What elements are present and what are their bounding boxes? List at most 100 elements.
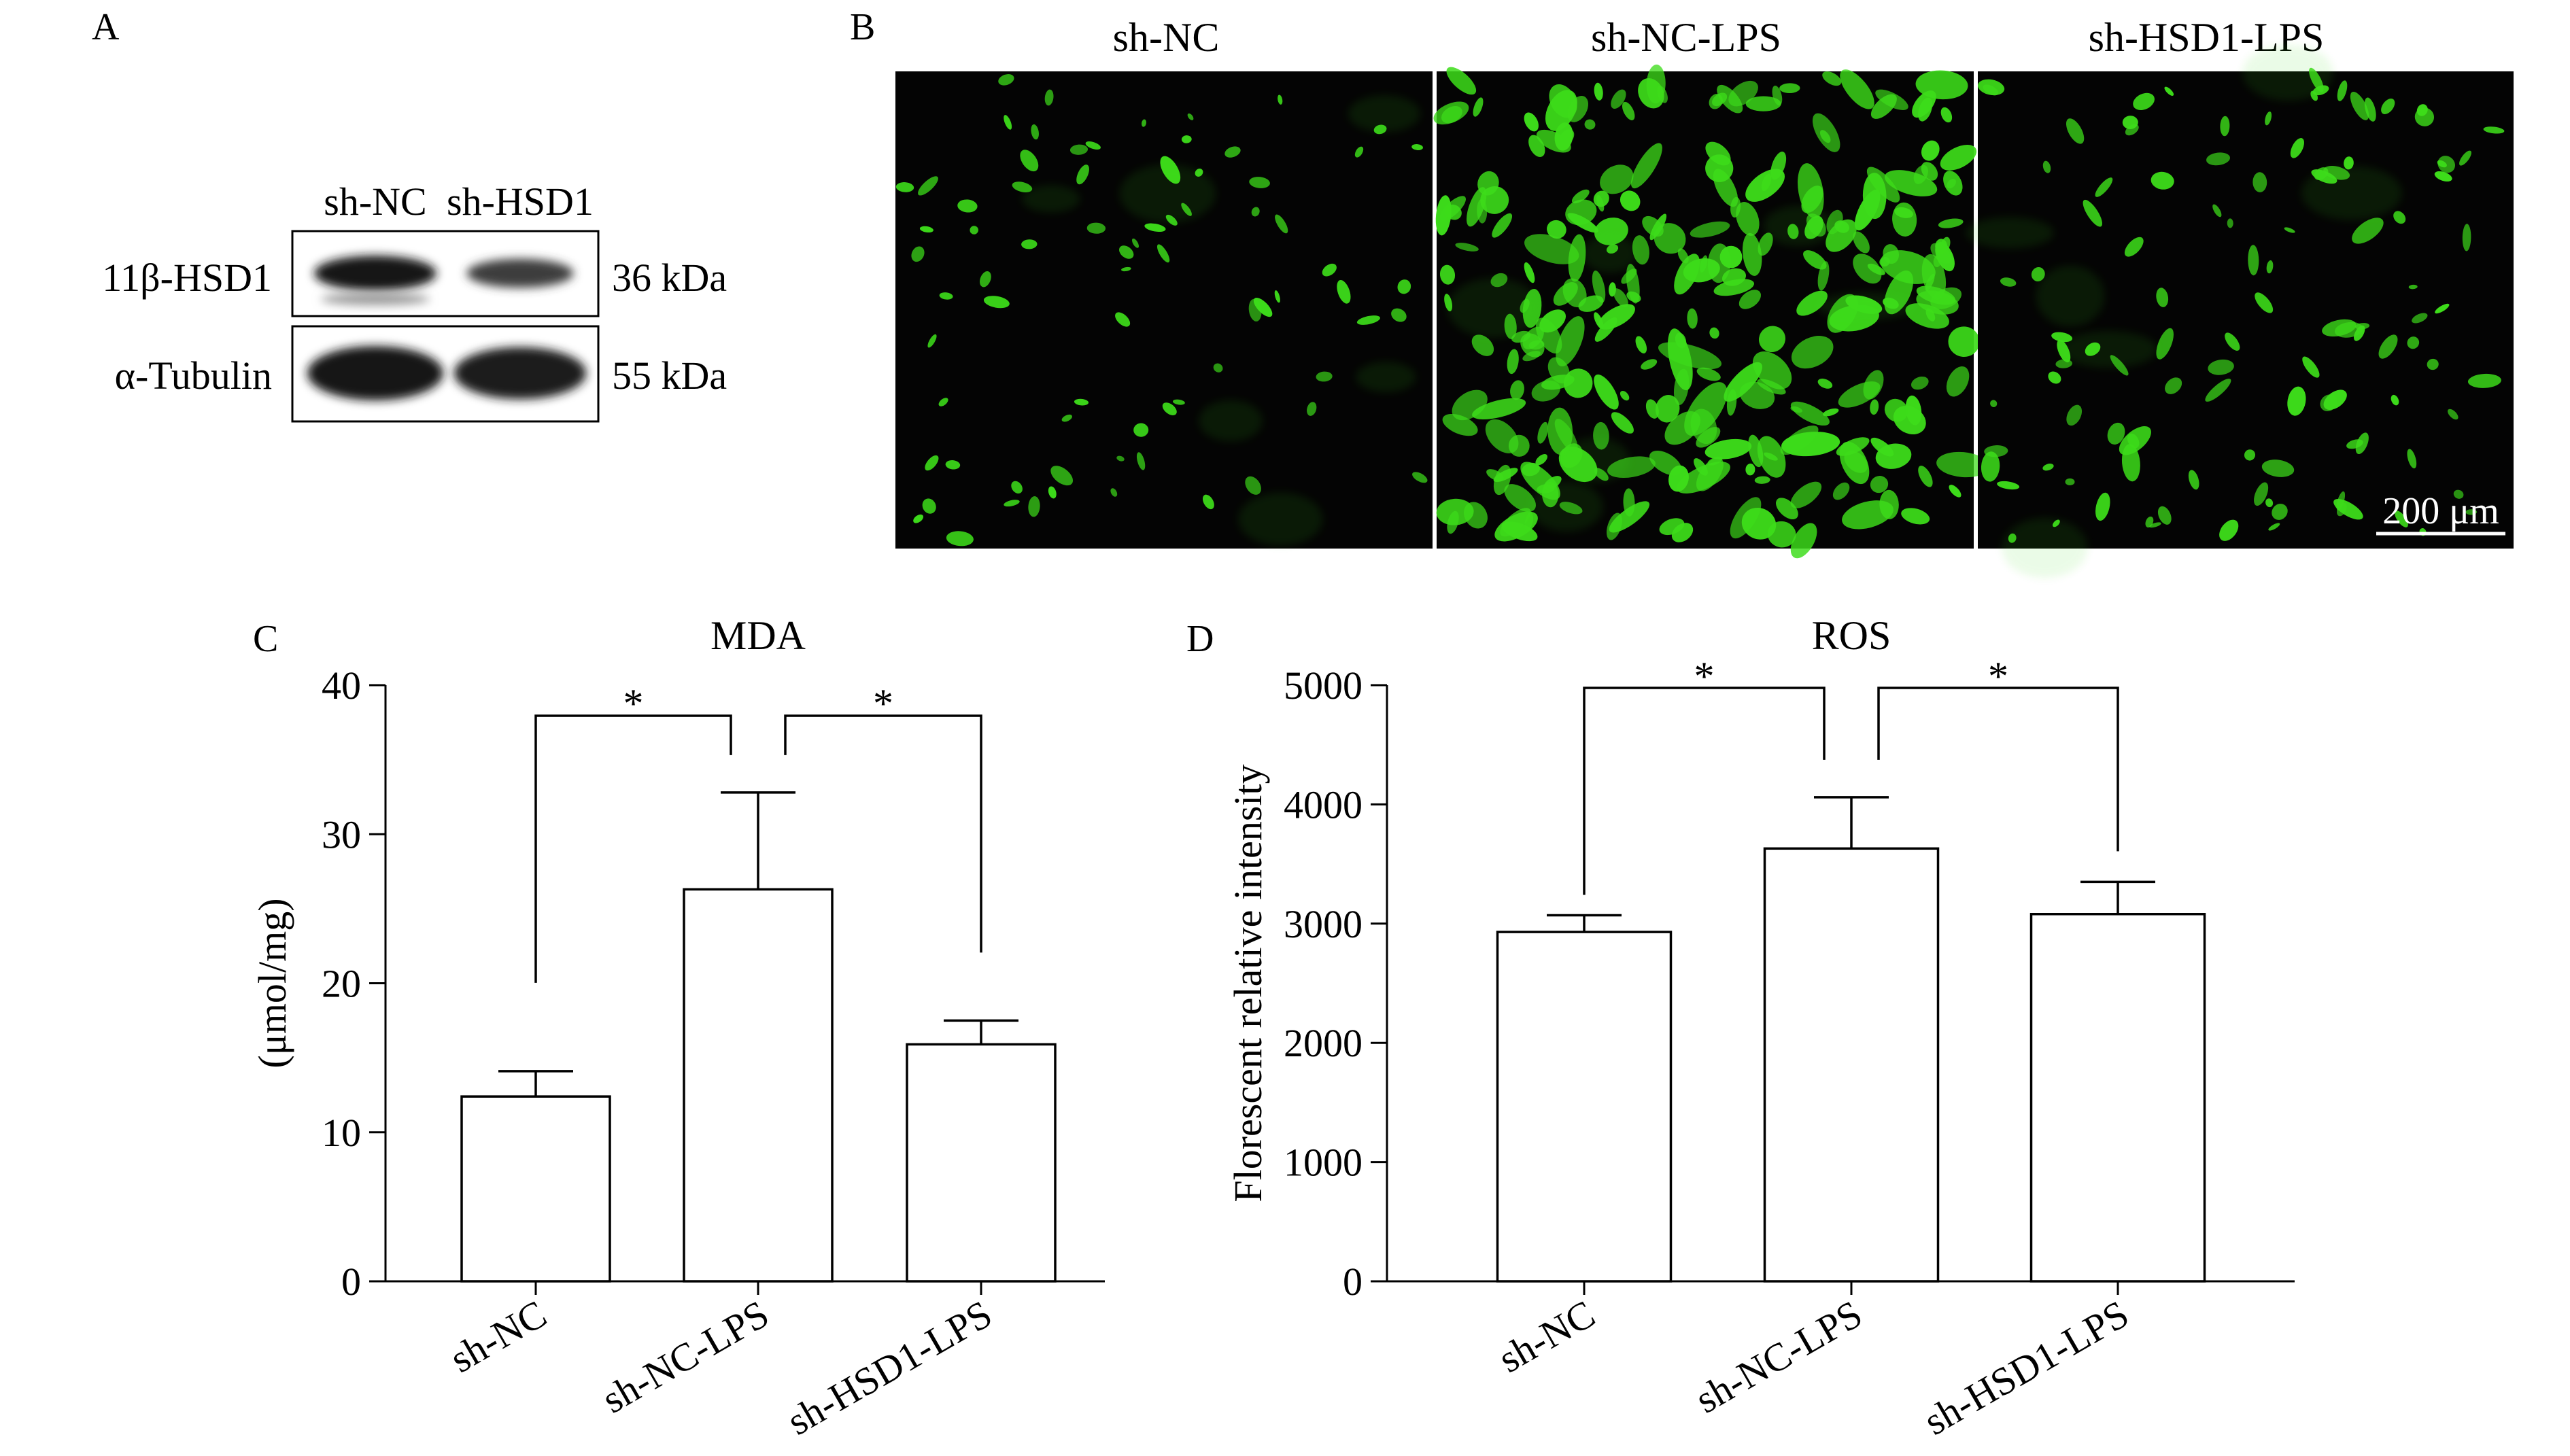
background-glow (1447, 278, 1540, 338)
fluorescent-cell (1524, 112, 1539, 132)
fluorescent-cell (2254, 482, 2269, 506)
fluorescent-cell (1322, 263, 1337, 277)
fluorescent-cell (945, 460, 961, 470)
fluorescent-cell (1554, 122, 1573, 151)
blot-row-2-protein: α-Tubulin (115, 353, 272, 398)
fluorescent-cell (1571, 189, 1590, 204)
fluorescent-cell (1822, 71, 1842, 86)
fluorescent-cell (2124, 237, 2144, 257)
fluorescent-cell (1592, 271, 1606, 303)
fluorescent-cell (2453, 489, 2464, 499)
y-tick-label: 2000 (1284, 1021, 1363, 1065)
fluorescent-cell (1790, 481, 1822, 508)
fluorescent-cell (1116, 455, 1125, 462)
fluorescent-cell (1563, 368, 1593, 398)
scale-bar-label: 200 μm (2382, 490, 2499, 532)
fluorescent-cell (1853, 254, 1882, 284)
fluorescent-cell (1004, 500, 1020, 507)
fluorescent-cell (1791, 336, 1834, 369)
background-glow (2002, 518, 2088, 578)
bar (1496, 931, 1673, 1283)
fluorescent-cell (1537, 421, 1549, 444)
chart-title: ROS (1812, 613, 1891, 658)
fluorescent-cell (1050, 466, 1074, 486)
fluorescent-cell (1675, 332, 1687, 349)
fluorescent-cell (1730, 196, 1741, 218)
fluorescent-cell (922, 498, 936, 514)
y-tick-label: 20 (322, 962, 361, 1006)
fluorescent-cell (1854, 189, 1881, 231)
fluorescent-cell (1162, 402, 1177, 415)
fluorescent-cell (1121, 266, 1131, 272)
fluorescent-cell (2336, 491, 2346, 511)
fluorescent-cell (1435, 195, 1452, 236)
fluorescent-cell (1738, 290, 1762, 309)
y-tick-label: 1000 (1284, 1141, 1363, 1185)
fluorescent-cell (1531, 380, 1560, 402)
image-title-2: sh-NC-LPS (1591, 15, 1781, 60)
y-tick-label: 10 (322, 1111, 361, 1155)
fluorescent-cell (1717, 84, 1743, 114)
fluorescent-cell (2434, 171, 2452, 182)
background-glow (2242, 44, 2333, 101)
fluorescent-cell (2219, 519, 2239, 541)
fluorescent-cell (938, 398, 948, 406)
blot-band (453, 347, 587, 400)
fluorescent-cell (2119, 426, 2151, 455)
fluorescent-cell (2261, 460, 2295, 477)
fluorescent-cell (1181, 135, 1192, 143)
fluorescent-cell (2125, 124, 2139, 136)
panel-d-label: D (1186, 618, 1214, 660)
fluorescent-cell (2395, 510, 2408, 527)
blot-row-1-size: 36 kDa (612, 256, 727, 300)
fluorescent-cell (2350, 91, 2369, 120)
fluorescent-cell (2225, 332, 2240, 351)
background-glow (1199, 400, 1263, 442)
fluorescent-cell (1781, 432, 1840, 457)
fluorescent-cell (1545, 90, 1577, 131)
fluorescent-cell (2407, 449, 2417, 469)
lane-label-1: sh-NC (324, 179, 426, 224)
fluorescence-image-sh-hsd1-lps (1966, 44, 2514, 578)
fluorescent-cell (1251, 207, 1260, 217)
fluorescent-cell (2164, 86, 2174, 96)
fluorescent-cell (1609, 501, 1650, 533)
fluorescent-cell (1724, 362, 1762, 402)
fluorescent-cell (1275, 214, 1288, 234)
chart-ros: ROS Florescent relative intensity 0 1000 200… (1226, 613, 2295, 1444)
fluorescent-cell (1522, 351, 1541, 362)
fluorescent-cell (2206, 152, 2231, 166)
fluorescent-cell (1700, 255, 1708, 273)
fluorescent-cell (1455, 243, 1479, 252)
fluorescent-cell (1611, 412, 1634, 434)
fluorescent-cell (2095, 177, 2113, 197)
fluorescent-cell (2188, 470, 2199, 490)
fluorescent-cell (1832, 482, 1850, 500)
fluorescent-cell (1547, 220, 1566, 239)
fluorescent-cell (1076, 164, 1089, 185)
fluorescent-cell (1354, 146, 1364, 158)
blot-row-2-size: 55 kDa (612, 353, 727, 398)
fluorescent-cell (1547, 407, 1573, 455)
fluorescent-cell (1870, 476, 1889, 493)
background-glow (2060, 330, 2158, 368)
fluorescent-cell (1981, 451, 2000, 482)
fluorescent-cell (1133, 423, 1149, 437)
fluorescent-cell (1645, 399, 1659, 419)
background-glow (1356, 362, 1416, 393)
fluorescent-cell (1524, 234, 1579, 264)
fluorescent-cell (2051, 332, 2073, 343)
fluorescent-cell (2244, 449, 2256, 461)
fluorescent-cell (1690, 221, 1730, 238)
fluorescent-cell (1844, 450, 1868, 473)
x-tick-label: sh-NC-LPS (595, 1292, 776, 1422)
fluorescent-cell (2265, 498, 2274, 508)
fluorescent-cell (2133, 92, 2155, 110)
fluorescent-cell (1713, 279, 1755, 296)
fluorescent-cell (1866, 167, 1900, 203)
fluorescent-cell (1946, 366, 1970, 397)
fluorescent-cell (1918, 466, 1933, 487)
fluorescent-cell (1467, 187, 1487, 227)
fluorescent-cell (1745, 464, 1755, 476)
fluorescent-cell (1594, 374, 1619, 410)
